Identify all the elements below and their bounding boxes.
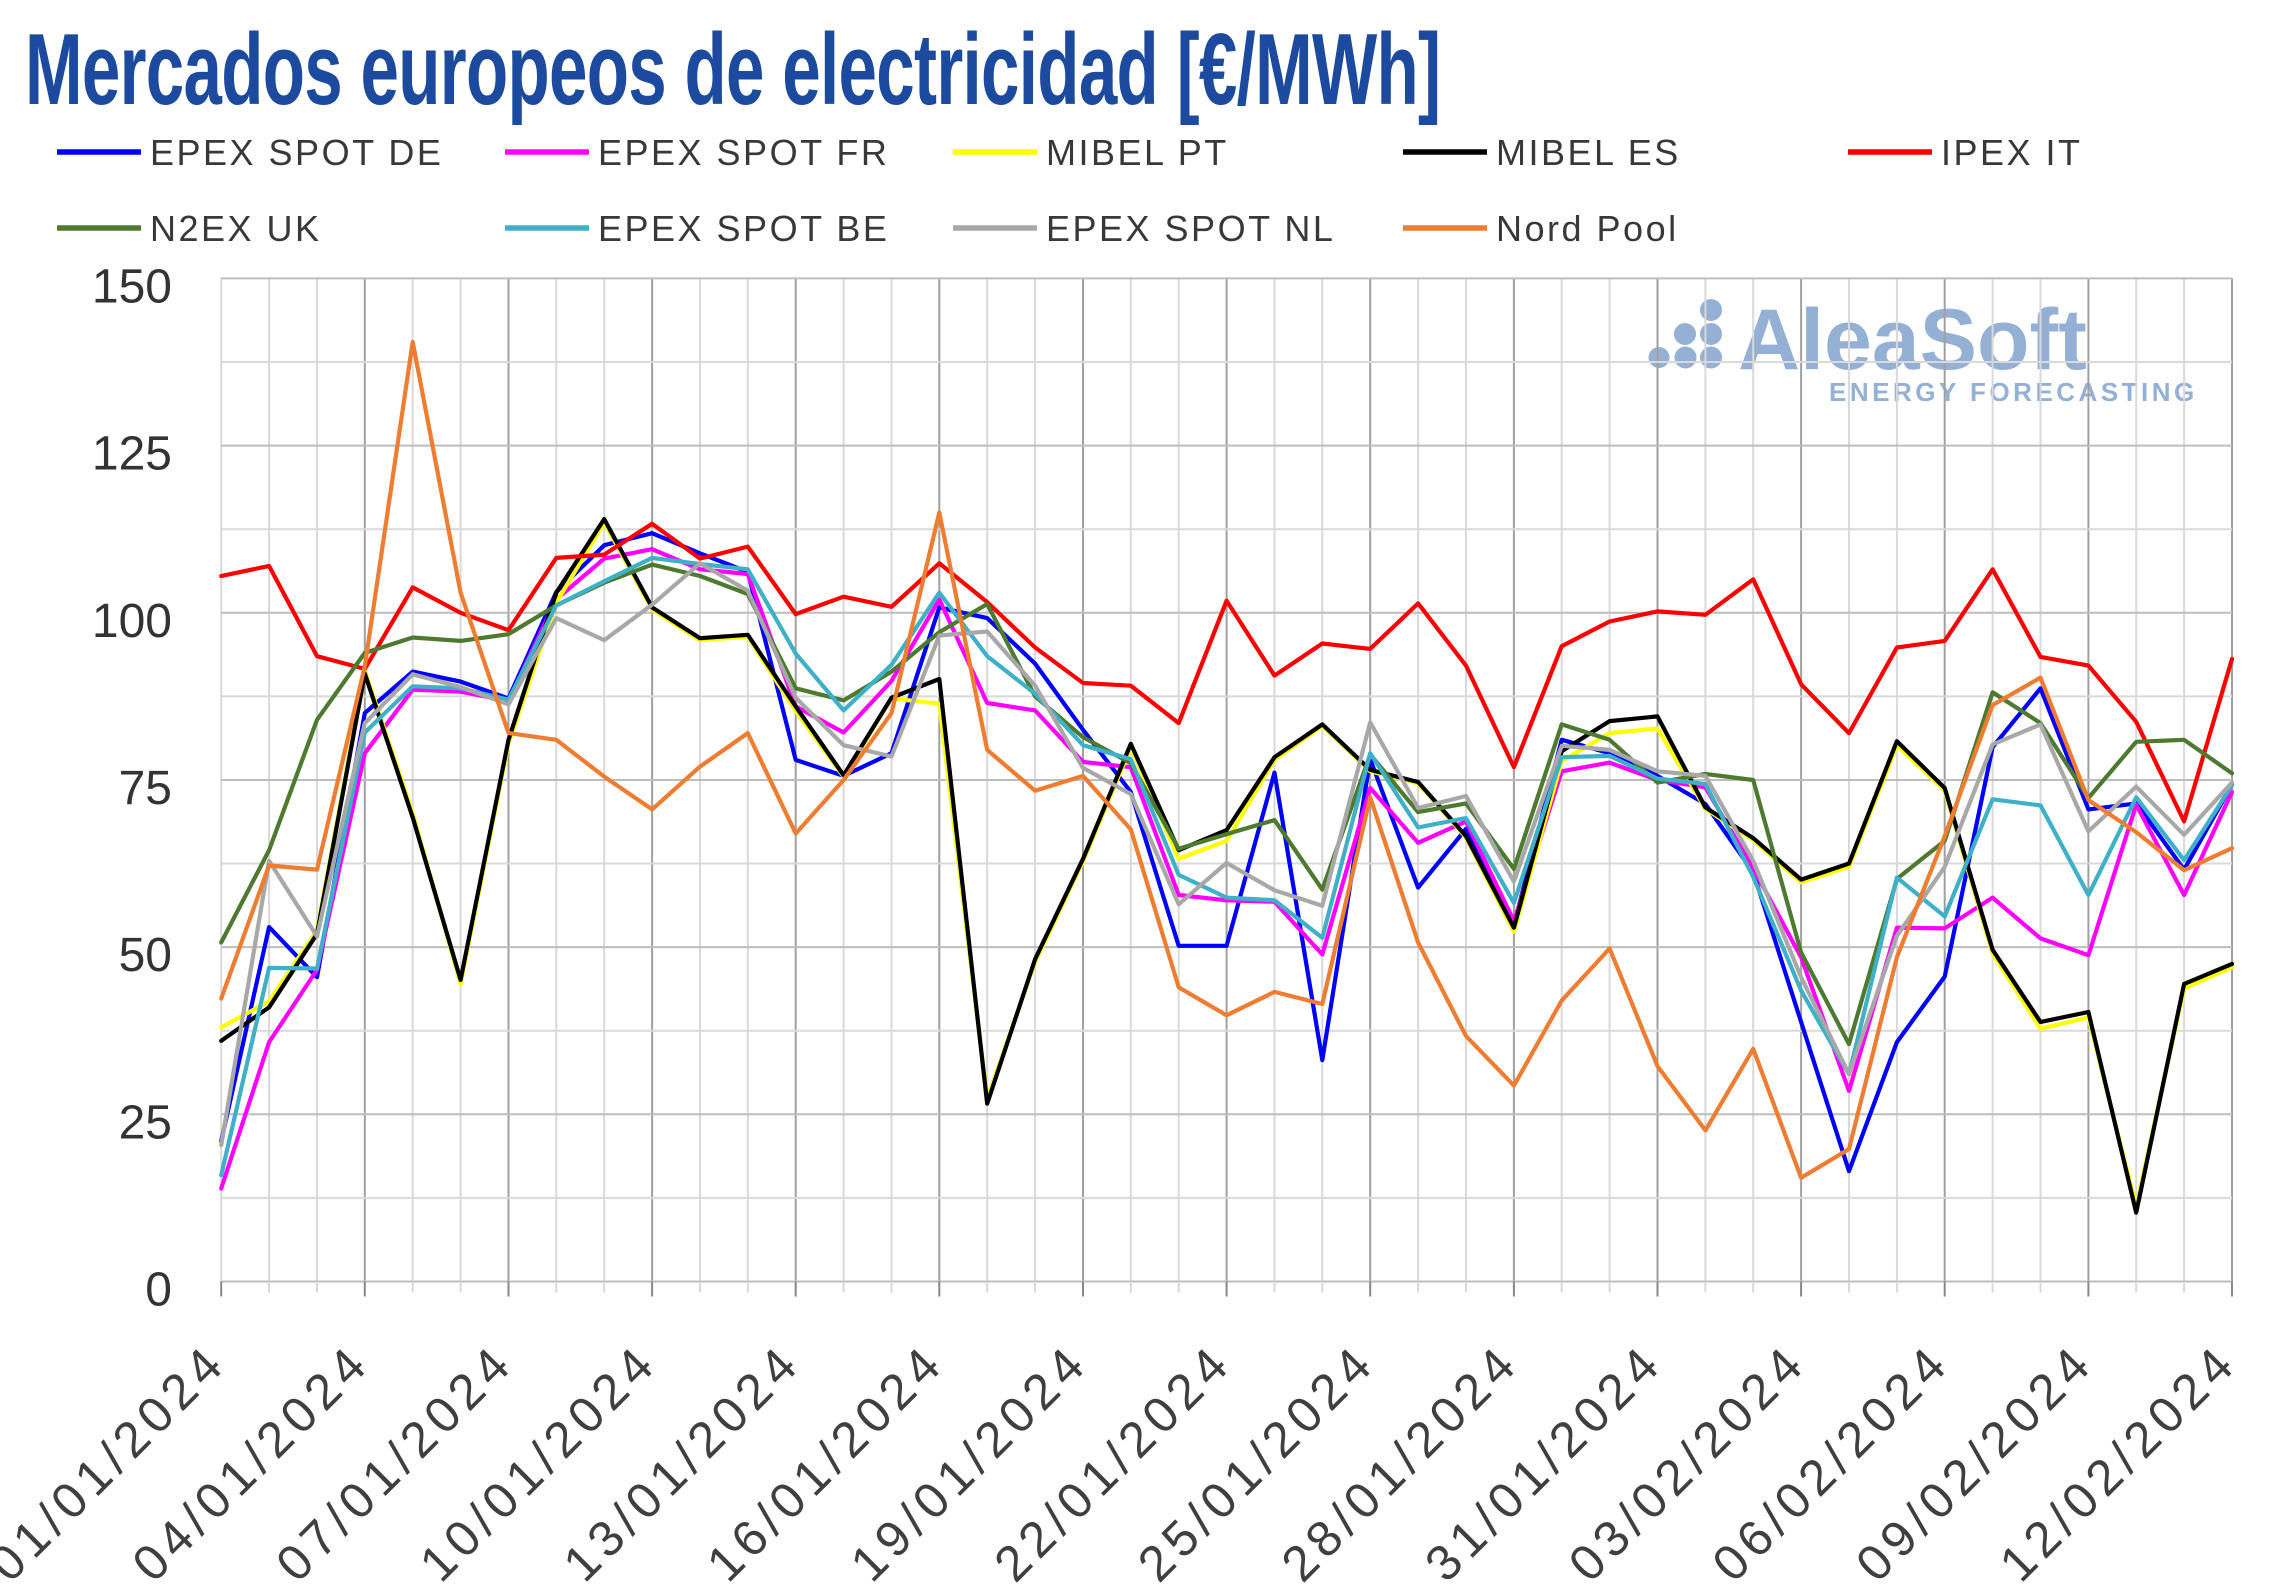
svg-text:125: 125 [92, 428, 172, 481]
svg-text:N2EX UK: N2EX UK [150, 208, 322, 249]
svg-text:0: 0 [145, 1264, 172, 1317]
svg-text:Nord Pool: Nord Pool [1496, 208, 1679, 249]
svg-text:100: 100 [92, 595, 172, 648]
svg-text:AleaSoft: AleaSoft [1738, 292, 2087, 388]
svg-text:EPEX SPOT BE: EPEX SPOT BE [598, 208, 889, 249]
svg-text:IPEX IT: IPEX IT [1941, 132, 2083, 173]
svg-text:EPEX SPOT DE: EPEX SPOT DE [150, 132, 443, 173]
svg-text:MIBEL ES: MIBEL ES [1496, 132, 1681, 173]
svg-text:25: 25 [119, 1096, 172, 1149]
svg-text:ENERGY FORECASTING: ENERGY FORECASTING [1829, 377, 2198, 407]
svg-text:75: 75 [119, 762, 172, 815]
svg-text:150: 150 [92, 260, 172, 313]
svg-text:50: 50 [119, 929, 172, 982]
svg-text:EPEX SPOT NL: EPEX SPOT NL [1046, 208, 1335, 249]
svg-text:MIBEL PT: MIBEL PT [1046, 132, 1229, 173]
svg-text:EPEX SPOT FR: EPEX SPOT FR [598, 132, 889, 173]
